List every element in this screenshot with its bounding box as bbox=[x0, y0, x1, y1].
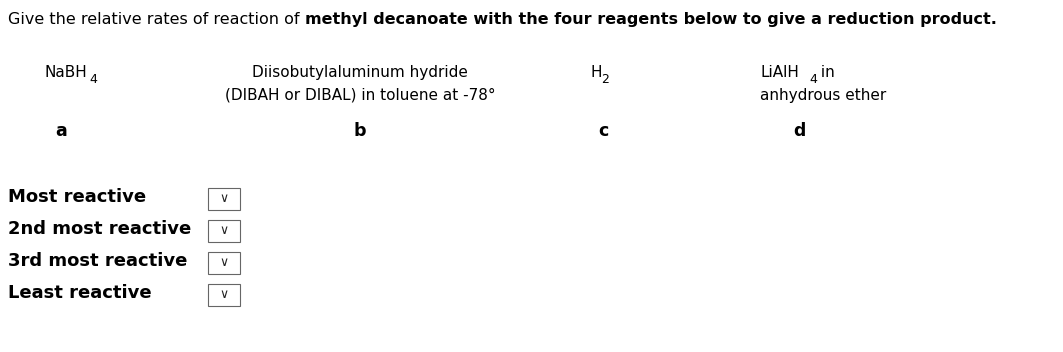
Text: NaBH: NaBH bbox=[45, 65, 88, 80]
FancyBboxPatch shape bbox=[208, 284, 240, 306]
Text: 2: 2 bbox=[602, 73, 609, 86]
Text: a: a bbox=[55, 122, 67, 140]
Text: anhydrous ether: anhydrous ether bbox=[760, 88, 887, 103]
Text: Give the relative rates of reaction of: Give the relative rates of reaction of bbox=[9, 12, 305, 27]
Text: c: c bbox=[598, 122, 608, 140]
Text: ∨: ∨ bbox=[219, 257, 229, 270]
Text: Most reactive: Most reactive bbox=[9, 188, 146, 206]
Text: 3rd most reactive: 3rd most reactive bbox=[9, 252, 187, 270]
Text: 4: 4 bbox=[89, 73, 97, 86]
Text: methyl decanoate with the four reagents below to give a reduction product.: methyl decanoate with the four reagents … bbox=[305, 12, 996, 27]
Text: H: H bbox=[590, 65, 602, 80]
Text: 4: 4 bbox=[810, 73, 817, 86]
Text: LiAlH: LiAlH bbox=[760, 65, 799, 80]
Text: Diisobutylaluminum hydride: Diisobutylaluminum hydride bbox=[252, 65, 468, 80]
Text: ∨: ∨ bbox=[219, 193, 229, 206]
FancyBboxPatch shape bbox=[208, 252, 240, 274]
Text: b: b bbox=[354, 122, 367, 140]
Text: d: d bbox=[793, 122, 806, 140]
Text: ∨: ∨ bbox=[219, 289, 229, 302]
Text: (DIBAH or DIBAL) in toluene at -78°: (DIBAH or DIBAL) in toluene at -78° bbox=[224, 88, 495, 103]
Text: in: in bbox=[816, 65, 834, 80]
Text: ∨: ∨ bbox=[219, 225, 229, 238]
FancyBboxPatch shape bbox=[208, 220, 240, 242]
FancyBboxPatch shape bbox=[208, 188, 240, 210]
Text: Least reactive: Least reactive bbox=[9, 284, 152, 302]
Text: 2nd most reactive: 2nd most reactive bbox=[9, 220, 191, 238]
